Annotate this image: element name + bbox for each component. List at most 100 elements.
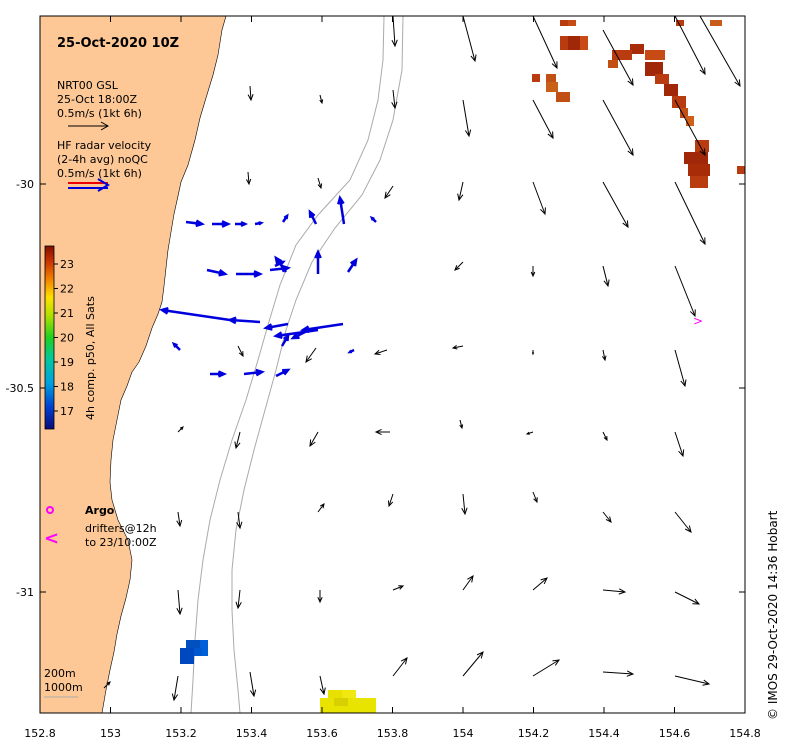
sst-pixel — [180, 648, 194, 664]
sst-pixel — [686, 116, 694, 126]
radar-arrow — [158, 306, 231, 322]
model-arrow — [237, 345, 244, 358]
radar-arrow — [346, 257, 358, 273]
model-arrow — [459, 419, 464, 430]
sst-pixel — [532, 74, 540, 82]
model-arrow — [674, 591, 701, 605]
model-arrow — [602, 588, 627, 595]
x-tick-label: 154 — [453, 727, 474, 740]
legend-drifters-2: to 23/10:00Z — [85, 536, 157, 549]
sst-pixel — [560, 20, 568, 26]
model-arrow — [531, 350, 535, 356]
colorbar-tick-label: 20 — [60, 332, 74, 345]
model-arrow — [305, 347, 317, 363]
model-arrow — [462, 651, 484, 677]
sst-pixel — [645, 50, 665, 60]
sst-pixel — [690, 176, 708, 188]
radar-arrow — [235, 221, 249, 227]
colorbar: 23 22 21 20 19 18 17 4h comp. p50, All Sats — [44, 245, 97, 430]
model-arrow — [309, 431, 319, 448]
land-mass — [40, 16, 227, 713]
model-arrow — [532, 491, 538, 504]
drifter-marker-icon: > — [693, 314, 703, 328]
radar-arrow — [274, 260, 286, 268]
model-arrow — [602, 511, 612, 523]
sst-pixel — [194, 648, 202, 656]
model-arrow — [674, 99, 706, 157]
model-arrow — [674, 349, 687, 388]
legend-argo: Argo — [85, 504, 115, 517]
x-tick-label: 154.8 — [729, 727, 761, 740]
x-tick-label: 154.4 — [588, 727, 620, 740]
model-arrow — [532, 181, 546, 216]
legend-model-scale: 0.5m/s (1kt 6h) — [57, 107, 142, 120]
sst-pixel — [580, 36, 588, 50]
sst-pixel — [672, 96, 686, 108]
colorbar-tick-label: 21 — [60, 307, 74, 320]
sst-pixel — [664, 84, 678, 96]
sst-pixel — [612, 50, 632, 60]
sst-pixel — [546, 74, 556, 82]
legend-radar-name: HF radar velocity — [57, 139, 152, 152]
model-current-arrows — [103, 16, 741, 702]
model-arrow — [317, 590, 323, 604]
radar-arrow — [347, 348, 355, 354]
model-arrow — [699, 16, 741, 88]
model-arrow — [674, 431, 685, 458]
model-arrow — [532, 577, 548, 591]
sst-pixel — [342, 690, 356, 698]
model-arrow — [176, 511, 183, 528]
legend-depth-200: 200m — [44, 667, 76, 680]
legend-radar-avg: (2-4h avg) noQC — [57, 153, 148, 166]
x-tick-label: 153.6 — [306, 727, 338, 740]
colorbar-tick-label: 17 — [60, 405, 74, 418]
model-arrow — [234, 431, 241, 450]
legend-radar-scale: 0.5m/s (1kt 6h) — [57, 167, 142, 180]
model-arrow — [525, 431, 534, 435]
sst-pixels — [180, 20, 745, 713]
model-arrow — [602, 670, 635, 677]
model-arrow — [602, 265, 610, 288]
model-arrow — [602, 29, 634, 87]
model-arrow — [532, 659, 561, 677]
x-tick-label: 153 — [100, 727, 121, 740]
model-arrow — [532, 16, 558, 70]
model-arrow — [387, 493, 394, 508]
sst-pixel — [676, 20, 684, 26]
model-arrow — [236, 511, 243, 530]
sst-pixel — [684, 152, 708, 164]
x-tick-label: 153.4 — [236, 727, 268, 740]
model-arrow — [674, 265, 696, 318]
model-arrow — [602, 431, 608, 442]
isobath-1000m — [231, 16, 404, 713]
model-arrow — [392, 585, 405, 591]
y-tick-label: -31 — [16, 586, 34, 599]
legend-drifters-1: drifters@12h — [85, 522, 157, 535]
legend-model-arrow-icon — [68, 121, 110, 131]
model-arrow — [249, 671, 257, 698]
model-arrow — [319, 675, 326, 696]
model-arrow — [317, 503, 325, 513]
model-arrow — [462, 575, 474, 591]
model-arrow — [171, 675, 179, 702]
model-arrow — [391, 89, 398, 110]
sst-pixel — [568, 36, 580, 50]
radar-arrow — [236, 270, 264, 278]
model-arrow — [462, 16, 477, 63]
x-tick-label: 152.8 — [24, 727, 56, 740]
side-credit: © IMOS 29-Oct-2020 14:36 Hobart — [766, 510, 780, 720]
radar-arrow — [281, 213, 289, 223]
radar-arrow — [206, 268, 228, 277]
model-arrow — [235, 589, 242, 610]
model-arrow — [246, 171, 252, 186]
model-arrow — [392, 657, 408, 677]
y-tick-label: -30 — [16, 178, 34, 191]
colorbar-tick-label: 18 — [60, 381, 74, 394]
sst-pixel — [680, 108, 688, 118]
radar-arrow — [263, 322, 289, 331]
model-arrow — [602, 181, 629, 229]
model-arrow — [373, 349, 388, 356]
model-arrow — [384, 185, 394, 200]
drifter-legend-icon: < — [44, 528, 59, 549]
legend-model-name: NRT00 GSL — [57, 79, 119, 92]
